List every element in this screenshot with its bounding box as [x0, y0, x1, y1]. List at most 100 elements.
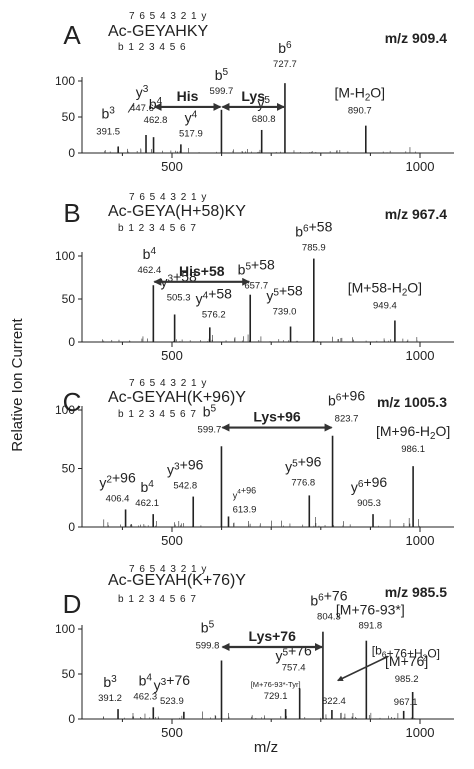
- peak-ion-label: y4: [185, 109, 198, 125]
- y-tick-label: 100: [55, 622, 75, 636]
- sequence-b-numbering: b 1 2 3 4 5 6 7: [118, 223, 197, 234]
- peak-mz-label: 729.1: [264, 691, 288, 702]
- precursor-mz: m/z 1005.3: [377, 394, 447, 410]
- peak-mz-label: 727.7: [273, 59, 297, 70]
- residue-span-label: His: [177, 88, 199, 104]
- peak-mz-label: 462.8: [144, 115, 168, 126]
- peak-ion-label: b6: [278, 40, 292, 56]
- panel-letter: A: [63, 20, 81, 50]
- y-tick-label: 0: [68, 520, 75, 534]
- noise-peaks: [103, 711, 416, 719]
- panel-letter: D: [63, 589, 82, 619]
- y-tick-label: 50: [62, 292, 76, 306]
- peak-ion-label: b4: [139, 672, 153, 688]
- y-tick-label: 0: [68, 146, 75, 160]
- peak-ion-label: b4: [149, 96, 163, 112]
- peak-ion-label: y3: [136, 84, 149, 100]
- peak-mz-label: 462.1: [135, 498, 159, 509]
- sequence-y-numbering: 7 6 5 4 3 2 1 y: [129, 378, 207, 389]
- peak-ion-label: b6+96: [328, 388, 365, 409]
- x-tick-label: 1000: [406, 725, 435, 740]
- peak-mz-label: 739.0: [273, 307, 297, 318]
- peak-mz-label: 542.8: [173, 481, 197, 492]
- x-tick-label: 1000: [406, 533, 435, 548]
- peak-ion-label: y5+58: [266, 283, 303, 304]
- peak-mz-label: 891.8: [358, 621, 382, 632]
- y-tick-label: 100: [55, 403, 75, 417]
- panel-b: B 7 6 5 4 3 2 1 yAc-GEYA(H+58)KY b 1 2 3 4…: [55, 192, 454, 363]
- x-tick-label: 1000: [406, 348, 435, 363]
- peak-mz-label: 823.7: [335, 414, 359, 425]
- peak-mz-label: 804.3: [317, 612, 341, 623]
- peak-ion-label: b5+58: [238, 257, 275, 278]
- peak-ion-label: [M-H2O]: [334, 85, 385, 104]
- peak-mz-label: 599.7: [210, 86, 234, 97]
- sequence-b-numbering: b 1 2 3 4 5 6 7: [118, 594, 197, 605]
- x-tick-label: 1000: [406, 159, 435, 174]
- peak-mz-label: 505.3: [167, 292, 191, 303]
- peak-mz-label: 967.1: [394, 697, 418, 708]
- peak-mz-label: 447.6: [130, 103, 154, 114]
- sequence-b-numbering: b 1 2 3 4 5 6: [118, 42, 187, 53]
- peak-mz-label: 949.4: [373, 301, 397, 312]
- peptide-sequence: Ac-GEYAH(K+76)Y: [108, 572, 246, 589]
- peak-mz-label: 391.5: [96, 127, 120, 138]
- peak-ion-label: y2+96: [99, 469, 136, 490]
- peak-ion-label: b3: [103, 674, 117, 690]
- noise-peaks: [104, 146, 416, 153]
- panel-c: C 7 6 5 4 3 2 1 yAc-GEYAH(K+96)Y b 1 2 3 4…: [55, 378, 454, 548]
- peak-ion-label: y4+96: [233, 485, 256, 500]
- peak-ion-label: b6+76: [310, 588, 347, 609]
- label-leader-line: [127, 102, 135, 113]
- x-axis-label: m/z: [254, 739, 278, 756]
- peak-ion-label: [M+96-H2O]: [376, 423, 450, 442]
- peak-ion-label: [M+76]: [385, 653, 428, 669]
- residue-span-label: His+58: [179, 263, 225, 279]
- peak-mz-label: 776.8: [291, 477, 315, 488]
- y-tick-label: 50: [62, 462, 76, 476]
- peak-mz-label: 462.3: [133, 691, 157, 702]
- peak-ion-label: [M+76-93*]: [336, 602, 405, 618]
- peak-mz-label: 391.2: [98, 693, 122, 704]
- peak-mz-label: 613.9: [233, 504, 257, 515]
- peak-mz-label: 985.2: [395, 674, 419, 685]
- peak-ion-label: y3+96: [167, 457, 204, 478]
- y-axis-label: Relative Ion Current: [9, 317, 26, 451]
- precursor-mz: m/z 967.4: [385, 206, 447, 222]
- y-tick-label: 100: [55, 74, 75, 88]
- peak-ion-label: b3: [101, 106, 115, 122]
- peak-mz-label: 462.4: [137, 265, 161, 276]
- peak-ion-label: y5+96: [285, 453, 322, 474]
- peak-mz-label: 599.7: [198, 424, 222, 435]
- panel-letter: C: [63, 387, 82, 417]
- residue-span-label: Lys: [241, 88, 265, 104]
- x-tick-label: 500: [161, 348, 183, 363]
- residue-span-label: Lys+76: [249, 628, 297, 644]
- x-tick-label: 500: [161, 533, 183, 548]
- peak-ion-label: b6+58: [295, 219, 332, 240]
- peak-ion-label: b4: [143, 246, 157, 262]
- sequence-y-numbering: 7 6 5 4 3 2 1 y: [129, 192, 207, 203]
- peak-ion-label: [M+58-H2O]: [348, 280, 422, 299]
- peak-ion-label: b5: [203, 403, 217, 419]
- peak-ion-label: b4: [140, 479, 154, 495]
- sequence-b-numbering: b 1 2 3 4 5 6 7: [118, 409, 197, 420]
- peak-ion-label: b5: [201, 620, 215, 636]
- panel-letter: B: [63, 198, 80, 228]
- peptide-sequence: Ac-GEYA(H+58)KY: [108, 203, 246, 220]
- peak-mz-label: 822.4: [322, 696, 346, 707]
- y-tick-label: 100: [55, 249, 75, 263]
- sequence-y-numbering: 7 6 5 4 3 2 1 y: [129, 564, 207, 575]
- peak-mz-label: 657.7: [244, 281, 268, 292]
- peak-mz-label: 757.4: [282, 662, 306, 673]
- x-tick-label: 500: [161, 159, 183, 174]
- peak-mz-label: 890.7: [348, 106, 372, 117]
- y-tick-label: 0: [68, 712, 75, 726]
- y-tick-label: 50: [62, 667, 76, 681]
- callout-arrow: [337, 655, 389, 682]
- x-tick-label: 500: [161, 725, 183, 740]
- precursor-mz: m/z 985.5: [385, 584, 447, 600]
- callout-label: [b6+76+H2O]: [372, 644, 440, 663]
- peptide-sequence: Ac-GEYAHKY: [108, 23, 209, 40]
- peak-mz-label: 905.3: [357, 498, 381, 509]
